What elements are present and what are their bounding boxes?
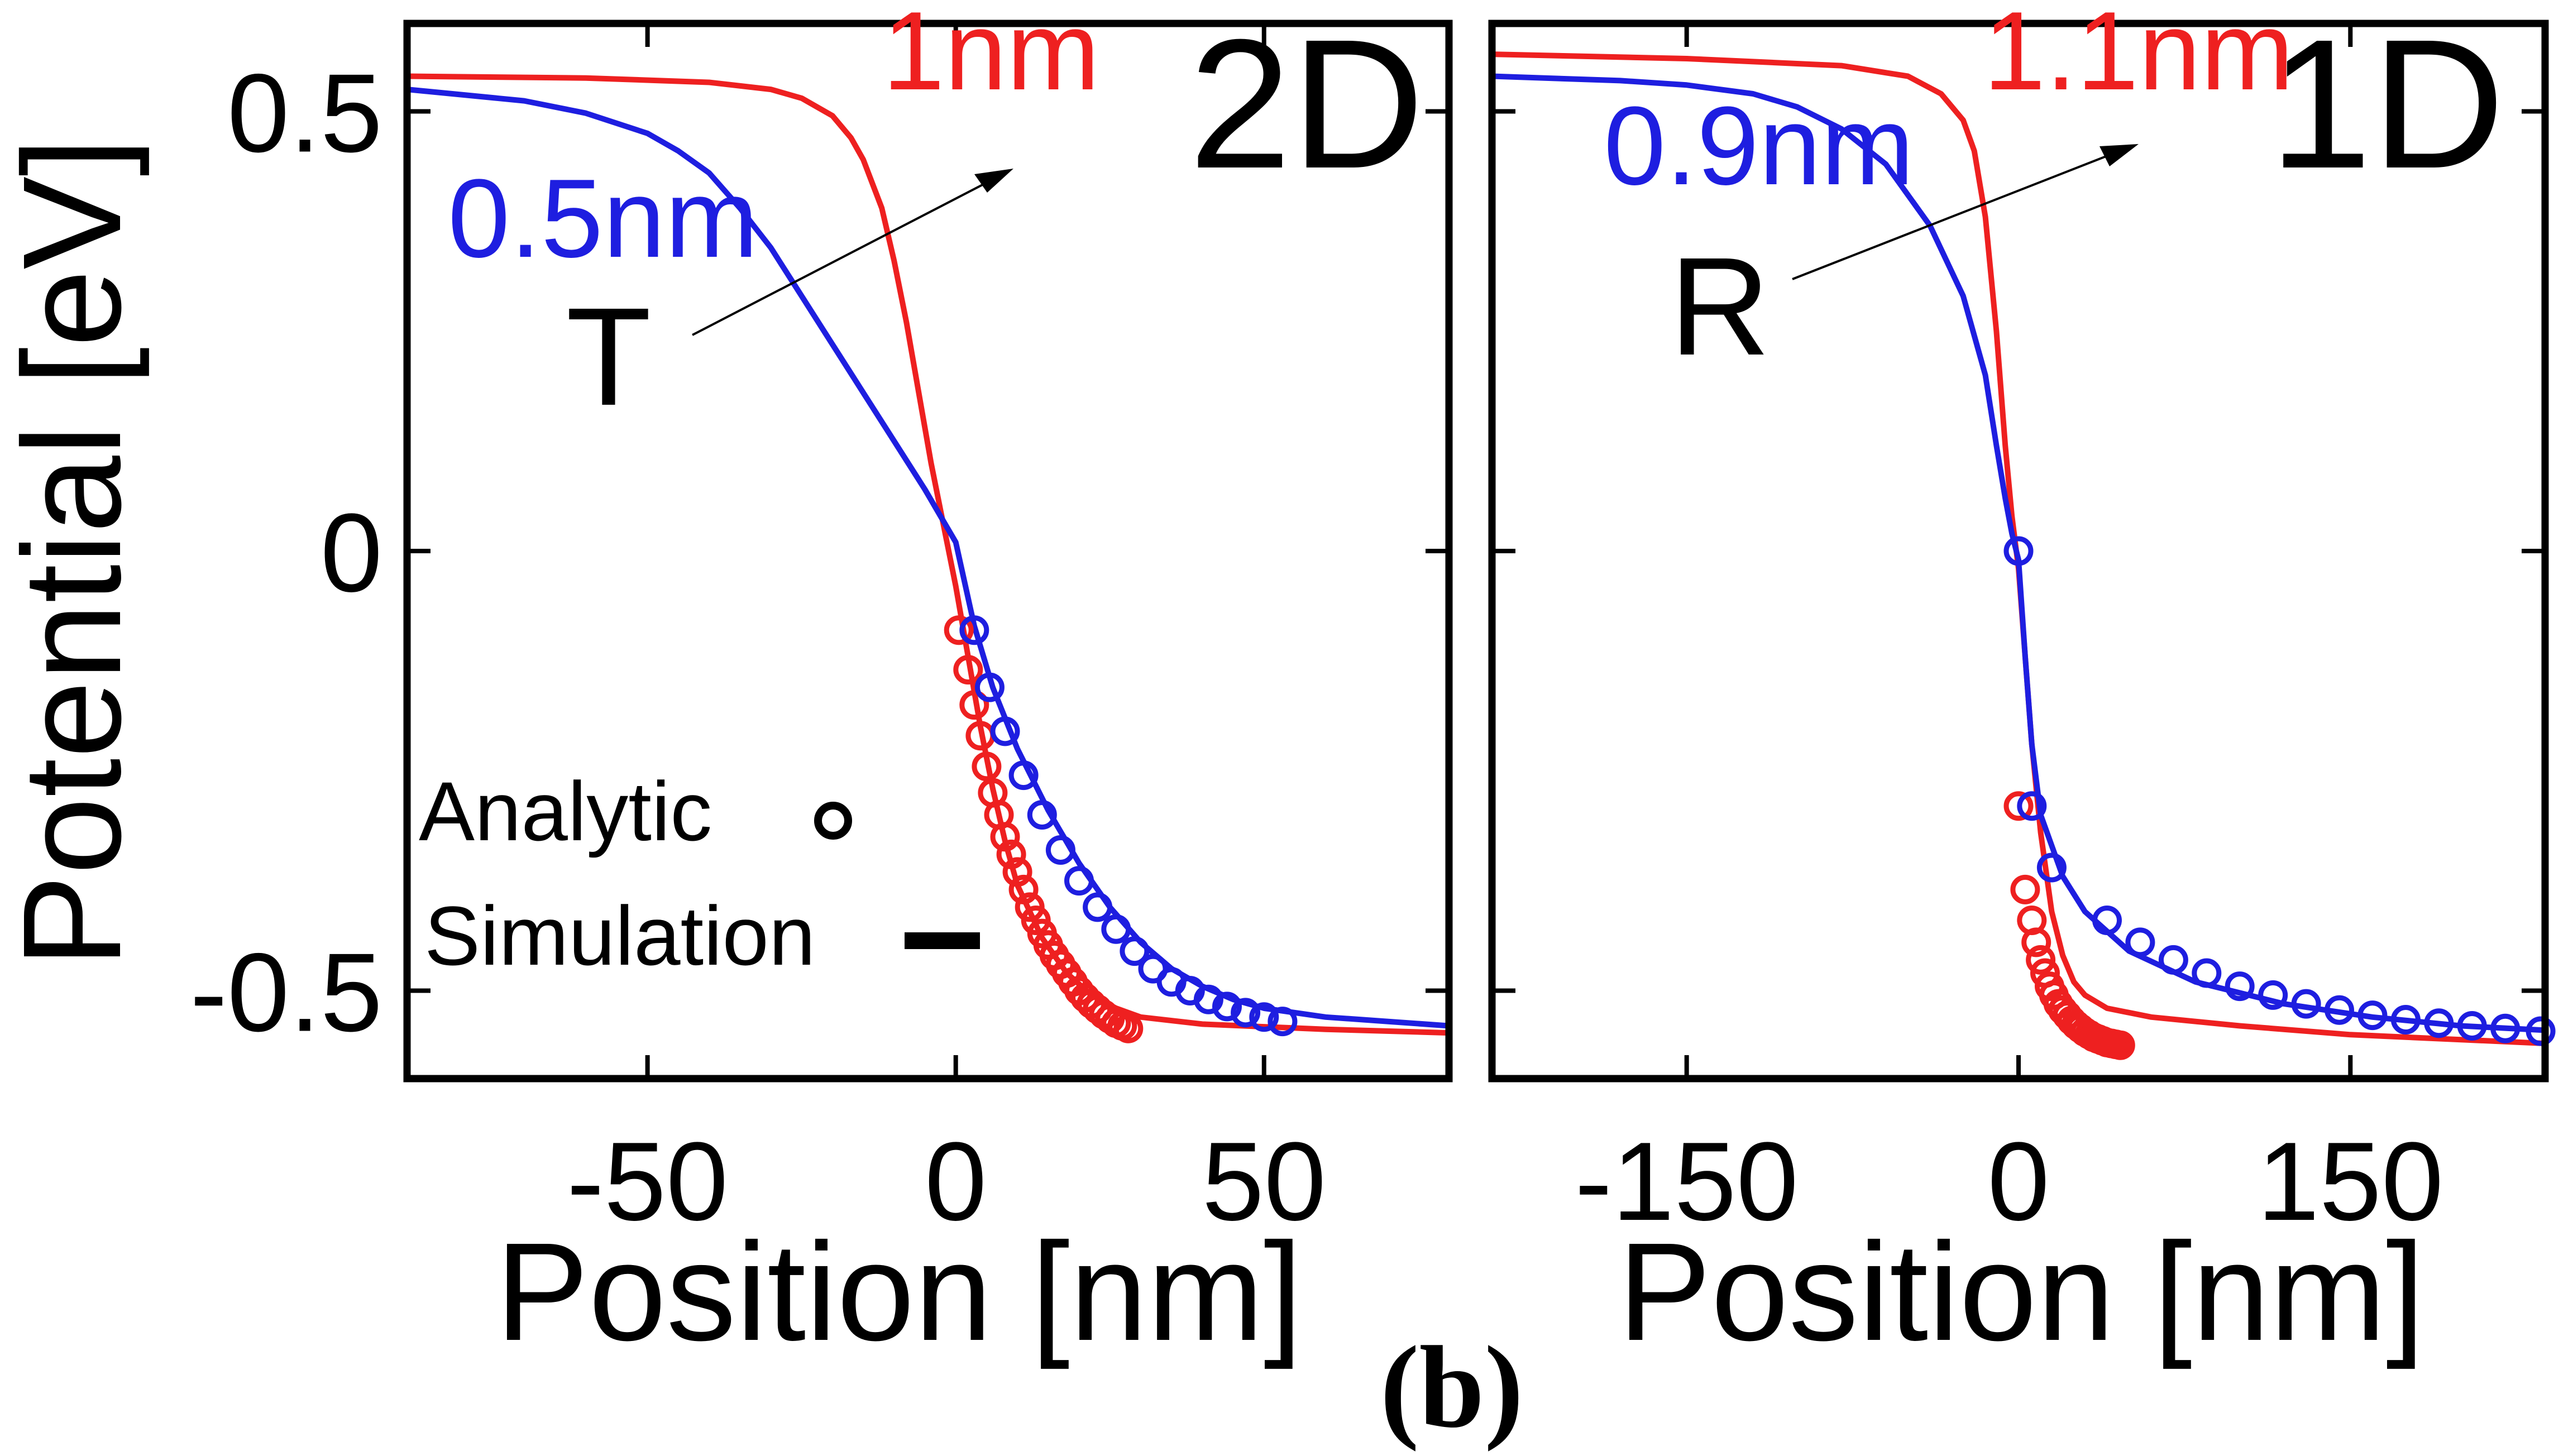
legend-simulation-label: Simulation xyxy=(424,889,815,983)
analytic-point-1d-blue xyxy=(2291,989,2321,1019)
panel-1d-ticks: -150 0 150 xyxy=(1492,23,2545,1244)
analytic-point-1d-blue xyxy=(2036,852,2067,883)
analytic-point-2d-red xyxy=(1002,857,1032,887)
analytic-point-2d-blue xyxy=(1027,800,1057,830)
analytic-point-1d-blue xyxy=(2390,1005,2421,1034)
x-tick-label-1d: 0 xyxy=(1987,1119,2049,1244)
panel-title-2d: 2D xyxy=(1189,1,1424,207)
x-tick-label-2d: 0 xyxy=(925,1119,987,1244)
analytic-point-1d-red xyxy=(2003,791,2034,821)
analytic-point-2d-blue xyxy=(959,615,989,645)
analytic-point-1d-red xyxy=(2026,945,2056,975)
annotation-label-r: R xyxy=(1670,228,1771,384)
analytic-point-1d-blue xyxy=(2457,1011,2487,1041)
legend-analytic-marker xyxy=(814,802,852,840)
sim-line-1d-0.9nm xyxy=(1489,73,2548,1033)
y-tick-label: -0.5 xyxy=(190,931,382,1055)
y-tick-label: 0.5 xyxy=(227,51,382,176)
arrow-head-r xyxy=(2099,144,2139,166)
analytic-point-2d-red xyxy=(996,839,1026,869)
analytic-point-1d-blue xyxy=(2325,995,2354,1025)
x-axis-label-1d: Position [nm] xyxy=(1618,1214,2424,1369)
analytic-point-1d-red xyxy=(2021,927,2051,957)
analytic-point-2d-blue xyxy=(1008,760,1039,791)
x-tick-label-2d: -50 xyxy=(567,1119,728,1244)
panel-1d-data xyxy=(1489,51,2556,1060)
x-axis-label-2d: Position [nm] xyxy=(495,1214,1302,1369)
analytic-point-1d-blue xyxy=(2357,1000,2388,1031)
legend-simulation-marker xyxy=(905,932,980,949)
analytic-point-2d-blue xyxy=(1083,892,1113,922)
x-tick-label-1d: -150 xyxy=(1575,1119,1799,1244)
arrow-increasing-r xyxy=(1792,147,2128,280)
analytic-point-2d-blue xyxy=(1101,914,1131,944)
analytic-point-2d-blue xyxy=(1249,1002,1279,1032)
panel-title-1d: 1D xyxy=(2269,1,2505,207)
panel-2d-ticks: -50 0 50 -0.5 0 0.5 xyxy=(190,23,1449,1244)
x-tick-label-2d: 50 xyxy=(1202,1119,1326,1244)
analytic-point-1d-blue xyxy=(2424,1008,2454,1038)
analytic-point-1d-blue xyxy=(2158,945,2188,975)
analytic-point-2d-red xyxy=(944,615,974,645)
legend-analytic-label: Analytic xyxy=(419,764,712,858)
analytic-point-1d-blue xyxy=(2092,906,2122,935)
series-label-1.1nm: 1.1nm xyxy=(1983,0,2294,113)
analytic-point-2d-blue xyxy=(974,672,1005,702)
analytic-point-1d-red xyxy=(2010,874,2040,904)
arrow-increasing-t xyxy=(692,172,1006,336)
series-label-0.9nm: 0.9nm xyxy=(1604,84,1914,208)
analytic-point-1d-blue xyxy=(2003,536,2034,566)
series-label-1nm: 1nm xyxy=(882,0,1099,113)
analytic-point-2d-blue xyxy=(1231,998,1261,1028)
arrow-head-t xyxy=(974,169,1013,193)
analytic-point-1d-blue xyxy=(2192,958,2222,988)
series-label-0.5nm: 0.5nm xyxy=(448,156,758,281)
panel-2d: -50 0 50 -0.5 0 0.5 1nm 0.5nm 2D T Analytic S… xyxy=(190,0,1453,1244)
analytic-point-1d-blue xyxy=(2490,1013,2521,1043)
panel-1d: -150 0 150 1.1nm 0.9nm 1D R xyxy=(1488,0,2556,1244)
analytic-point-2d-red xyxy=(990,822,1020,852)
analytic-point-1d-blue xyxy=(2258,980,2288,1010)
analytic-point-2d-red xyxy=(1008,874,1039,904)
analytic-point-2d-red xyxy=(953,655,983,685)
analytic-point-2d-red xyxy=(959,690,989,720)
analytic-point-2d-red xyxy=(1113,1013,1144,1043)
analytic-point-1d-blue xyxy=(2017,791,2047,821)
analytic-point-2d-blue xyxy=(1268,1007,1298,1037)
analytic-point-1d-blue xyxy=(2526,1016,2556,1046)
x-tick-label-1d: 150 xyxy=(2257,1119,2443,1244)
y-axis-label: Potential [eV] xyxy=(0,137,150,968)
analytic-point-2d-blue xyxy=(1193,984,1223,1014)
analytic-point-1d-blue xyxy=(2225,971,2255,1002)
panel-2d-data xyxy=(404,73,1452,1043)
figure-caption: (b) xyxy=(1380,1323,1524,1452)
analytic-point-2d-blue xyxy=(1064,866,1094,896)
y-tick-label: 0 xyxy=(321,491,382,615)
analytic-point-2d-blue xyxy=(1212,992,1242,1022)
annotation-label-t: T xyxy=(566,279,652,434)
analytic-point-1d-red xyxy=(2105,1030,2135,1060)
analytic-point-2d-blue xyxy=(990,716,1020,746)
analytic-point-2d-red xyxy=(972,751,1002,782)
analytic-point-2d-blue xyxy=(1045,835,1075,865)
analytic-point-2d-blue xyxy=(1120,936,1150,966)
analytic-point-1d-blue xyxy=(2125,927,2155,957)
